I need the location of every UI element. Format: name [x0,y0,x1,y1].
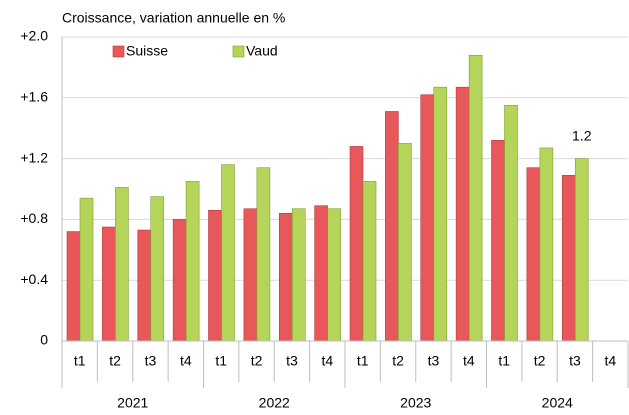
bar [526,167,541,342]
bar [420,94,435,342]
bar [208,209,222,342]
bar [385,111,399,342]
bar [433,86,448,342]
bar [455,86,470,342]
bar [150,196,165,342]
x-tick-label: t1 [215,353,227,369]
y-tick-label: +0.8 [20,210,48,226]
chart-title: Croissance, variation annuelle en % [62,10,285,26]
bar [314,205,328,342]
y-tick-label: +0.4 [20,271,48,287]
bar [102,226,116,342]
bar [349,146,364,342]
bar [278,213,293,342]
bar [172,219,187,342]
bar [561,175,576,342]
bar [66,231,81,342]
bar [115,187,129,342]
x-tick-label: t1 [74,353,86,369]
bar [256,167,271,342]
x-tick-label: t2 [392,353,404,369]
y-tick-label: +1.6 [20,89,48,105]
bar [491,140,505,342]
x-tick-label: t4 [321,353,333,369]
value-label: 1.2 [572,127,592,143]
x-tick-label: t2 [534,353,546,369]
year-label: 2022 [259,395,290,411]
bar [79,197,94,342]
bar [468,54,483,342]
bar [137,229,152,342]
x-tick-label: t3 [145,353,157,369]
bar [221,164,235,342]
x-tick-label: t1 [357,353,369,369]
y-tick-label: +2.0 [20,28,48,44]
y-tick-label: +1.2 [20,149,48,165]
x-tick-label: t4 [463,353,475,369]
legend-label: Suisse [126,43,168,59]
bar [362,181,377,342]
x-tick-label: t3 [428,353,440,369]
y-tick-label: 0 [40,332,48,348]
x-tick-label: t2 [251,353,263,369]
bar [243,208,258,342]
legend-swatch [112,45,125,58]
bar [574,158,589,342]
x-tick-label: t1 [498,353,510,369]
x-tick-label: t3 [569,353,581,369]
bar [539,147,554,342]
x-tick-label: t4 [604,353,616,369]
x-tick-label: t2 [109,353,121,369]
bar [398,143,412,342]
bar [504,105,518,342]
bar [291,208,306,342]
bar [327,208,341,342]
legend-swatch [232,45,245,58]
x-tick-label: t4 [180,353,192,369]
year-label: 2023 [400,395,431,411]
bar [185,181,200,342]
x-tick-label: t3 [286,353,298,369]
year-label: 2024 [542,395,573,411]
legend-label: Vaud [246,43,278,59]
year-label: 2021 [117,395,148,411]
